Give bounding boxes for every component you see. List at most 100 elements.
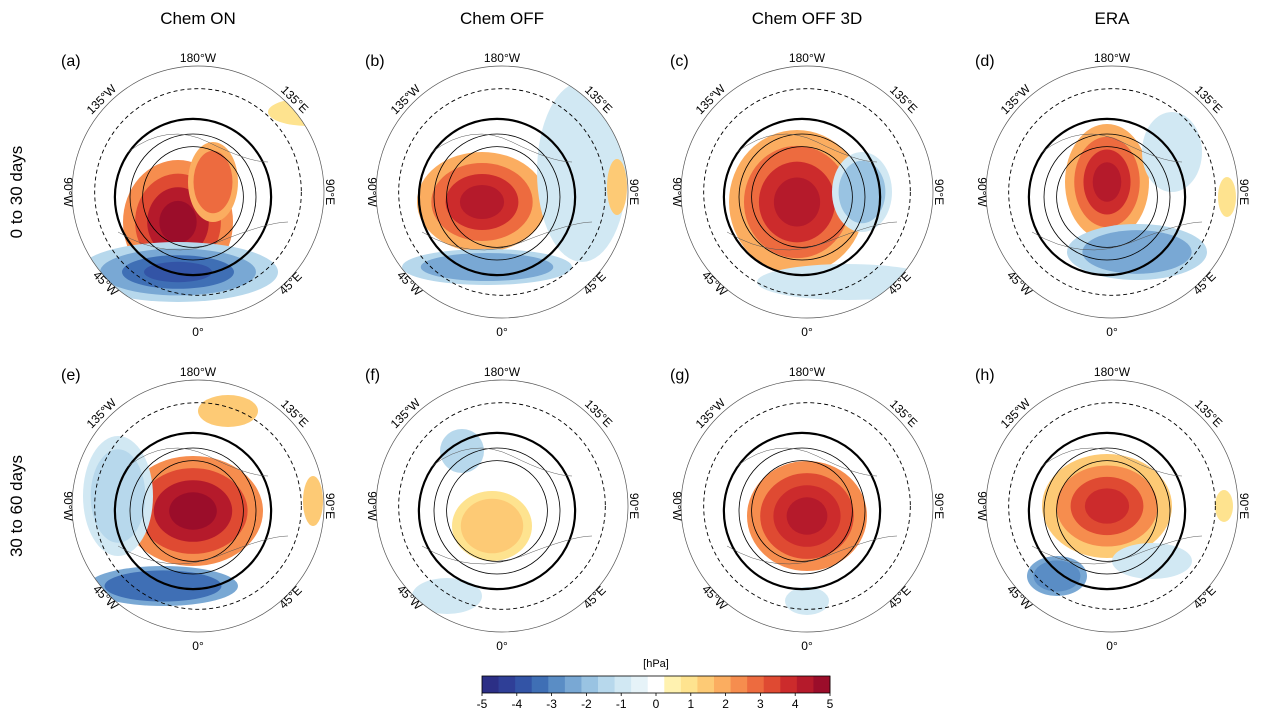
- longitude-label: 90°E: [932, 179, 946, 205]
- longitude-label: 0°: [496, 639, 508, 653]
- longitude-label: 0°: [1106, 325, 1118, 339]
- column-title-chem-off-3d: Chem OFF 3D: [752, 9, 863, 28]
- map-boundary: [680, 65, 934, 319]
- anomaly-shading: [420, 252, 554, 282]
- anomaly-shading: [303, 476, 323, 526]
- colorbar-swatch: [647, 676, 665, 693]
- colorbar-swatch: [763, 676, 781, 693]
- anomaly-shading: [786, 497, 828, 535]
- colorbar: [hPa] -5 -4 -3 -2 -1 0 1 2 3 4 5: [477, 658, 834, 711]
- panel-label: (h): [975, 367, 995, 384]
- positive-contour: [142, 146, 244, 248]
- column-title-chem-off: Chem OFF: [460, 9, 544, 28]
- colorbar-swatch: [714, 676, 731, 693]
- longitude-label: 0°: [801, 325, 813, 339]
- anomaly-shading: [785, 587, 829, 615]
- colorbar-swatch: [531, 676, 549, 693]
- coastline: [736, 447, 878, 477]
- anomaly-shading: [607, 159, 627, 215]
- anomaly-field: [986, 66, 1238, 318]
- longitude-label: 90°E: [627, 493, 641, 519]
- colorbar-tick-label: 5: [827, 697, 834, 711]
- anomaly-shading: [193, 150, 233, 214]
- coastline: [736, 133, 878, 163]
- column-title-chem-on: Chem ON: [160, 9, 236, 28]
- negative-contour: [703, 402, 911, 610]
- longitude-label: 180°W: [180, 365, 217, 379]
- map-boundary: [375, 65, 629, 319]
- panel-label: (d): [975, 53, 995, 70]
- anomaly-field: [72, 66, 324, 318]
- longitude-label: 90°E: [1237, 179, 1251, 205]
- positive-contour: [446, 460, 548, 562]
- coastline: [1041, 133, 1183, 163]
- longitude-label: 90°W: [365, 491, 379, 521]
- anomaly-shading: [1112, 543, 1192, 579]
- colorbar-tick-label: -1: [616, 697, 627, 711]
- map-boundary: [680, 379, 934, 633]
- positive-contour: [738, 133, 866, 261]
- panel-label: (e): [61, 367, 81, 384]
- colorbar-swatch: [747, 676, 765, 693]
- panel-label: (c): [670, 53, 689, 70]
- positive-contour: [1056, 460, 1158, 562]
- colorbar-swatch: [614, 676, 632, 693]
- longitude-label: 90°W: [61, 491, 75, 521]
- anomaly-shading: [440, 429, 484, 473]
- coastline: [1041, 447, 1183, 477]
- longitude-label: 90°W: [365, 177, 379, 207]
- anomaly-shading: [104, 570, 222, 602]
- longitude-label: 90°E: [323, 179, 337, 205]
- zero-contour: [113, 431, 273, 591]
- anomaly-shading: [159, 200, 197, 244]
- colorbar-unit-label: [hPa]: [643, 658, 669, 670]
- anomaly-shading: [1082, 230, 1192, 274]
- longitude-label: 180°W: [789, 51, 826, 65]
- positive-contour: [1043, 447, 1171, 575]
- anomaly-shading: [1033, 560, 1081, 592]
- longitude-label: 0°: [801, 639, 813, 653]
- anomaly-shading: [169, 492, 217, 530]
- positive-contour: [1056, 146, 1158, 248]
- anomaly-shading: [460, 498, 524, 554]
- coastline: [726, 535, 898, 565]
- colorbar-ticks: -5 -4 -3 -2 -1 0 1 2 3 4 5: [477, 693, 834, 711]
- longitude-label: 180°W: [484, 365, 521, 379]
- zero-contour: [722, 431, 882, 591]
- positive-contour: [142, 460, 244, 562]
- colorbar-swatch: [697, 676, 715, 693]
- anomaly-shading: [537, 82, 627, 262]
- colorbar-tick-label: 3: [757, 697, 764, 711]
- coastline: [431, 447, 573, 477]
- positive-contour: [751, 146, 853, 248]
- longitude-label: 180°W: [180, 51, 217, 65]
- colorbar-swatch: [631, 676, 649, 693]
- positive-contour: [446, 146, 548, 248]
- negative-contour: [398, 88, 606, 296]
- panel-label: (f): [365, 367, 380, 384]
- longitude-label: 90°W: [975, 177, 989, 207]
- positive-contour: [738, 447, 866, 575]
- map-boundary: [71, 65, 325, 319]
- anomaly-field: [376, 380, 628, 632]
- anomaly-shading: [838, 160, 886, 224]
- map-boundary: [985, 65, 1239, 319]
- colorbar-swatches: [482, 676, 831, 693]
- anomaly-field: [681, 380, 933, 632]
- colorbar-swatch: [730, 676, 748, 693]
- colorbar-swatch: [581, 676, 599, 693]
- coastline: [421, 535, 593, 565]
- map-boundary: [985, 379, 1239, 633]
- negative-contour: [94, 88, 302, 296]
- positive-contour: [129, 133, 257, 261]
- anomaly-shading: [773, 177, 821, 227]
- longitude-label: 90°W: [975, 491, 989, 521]
